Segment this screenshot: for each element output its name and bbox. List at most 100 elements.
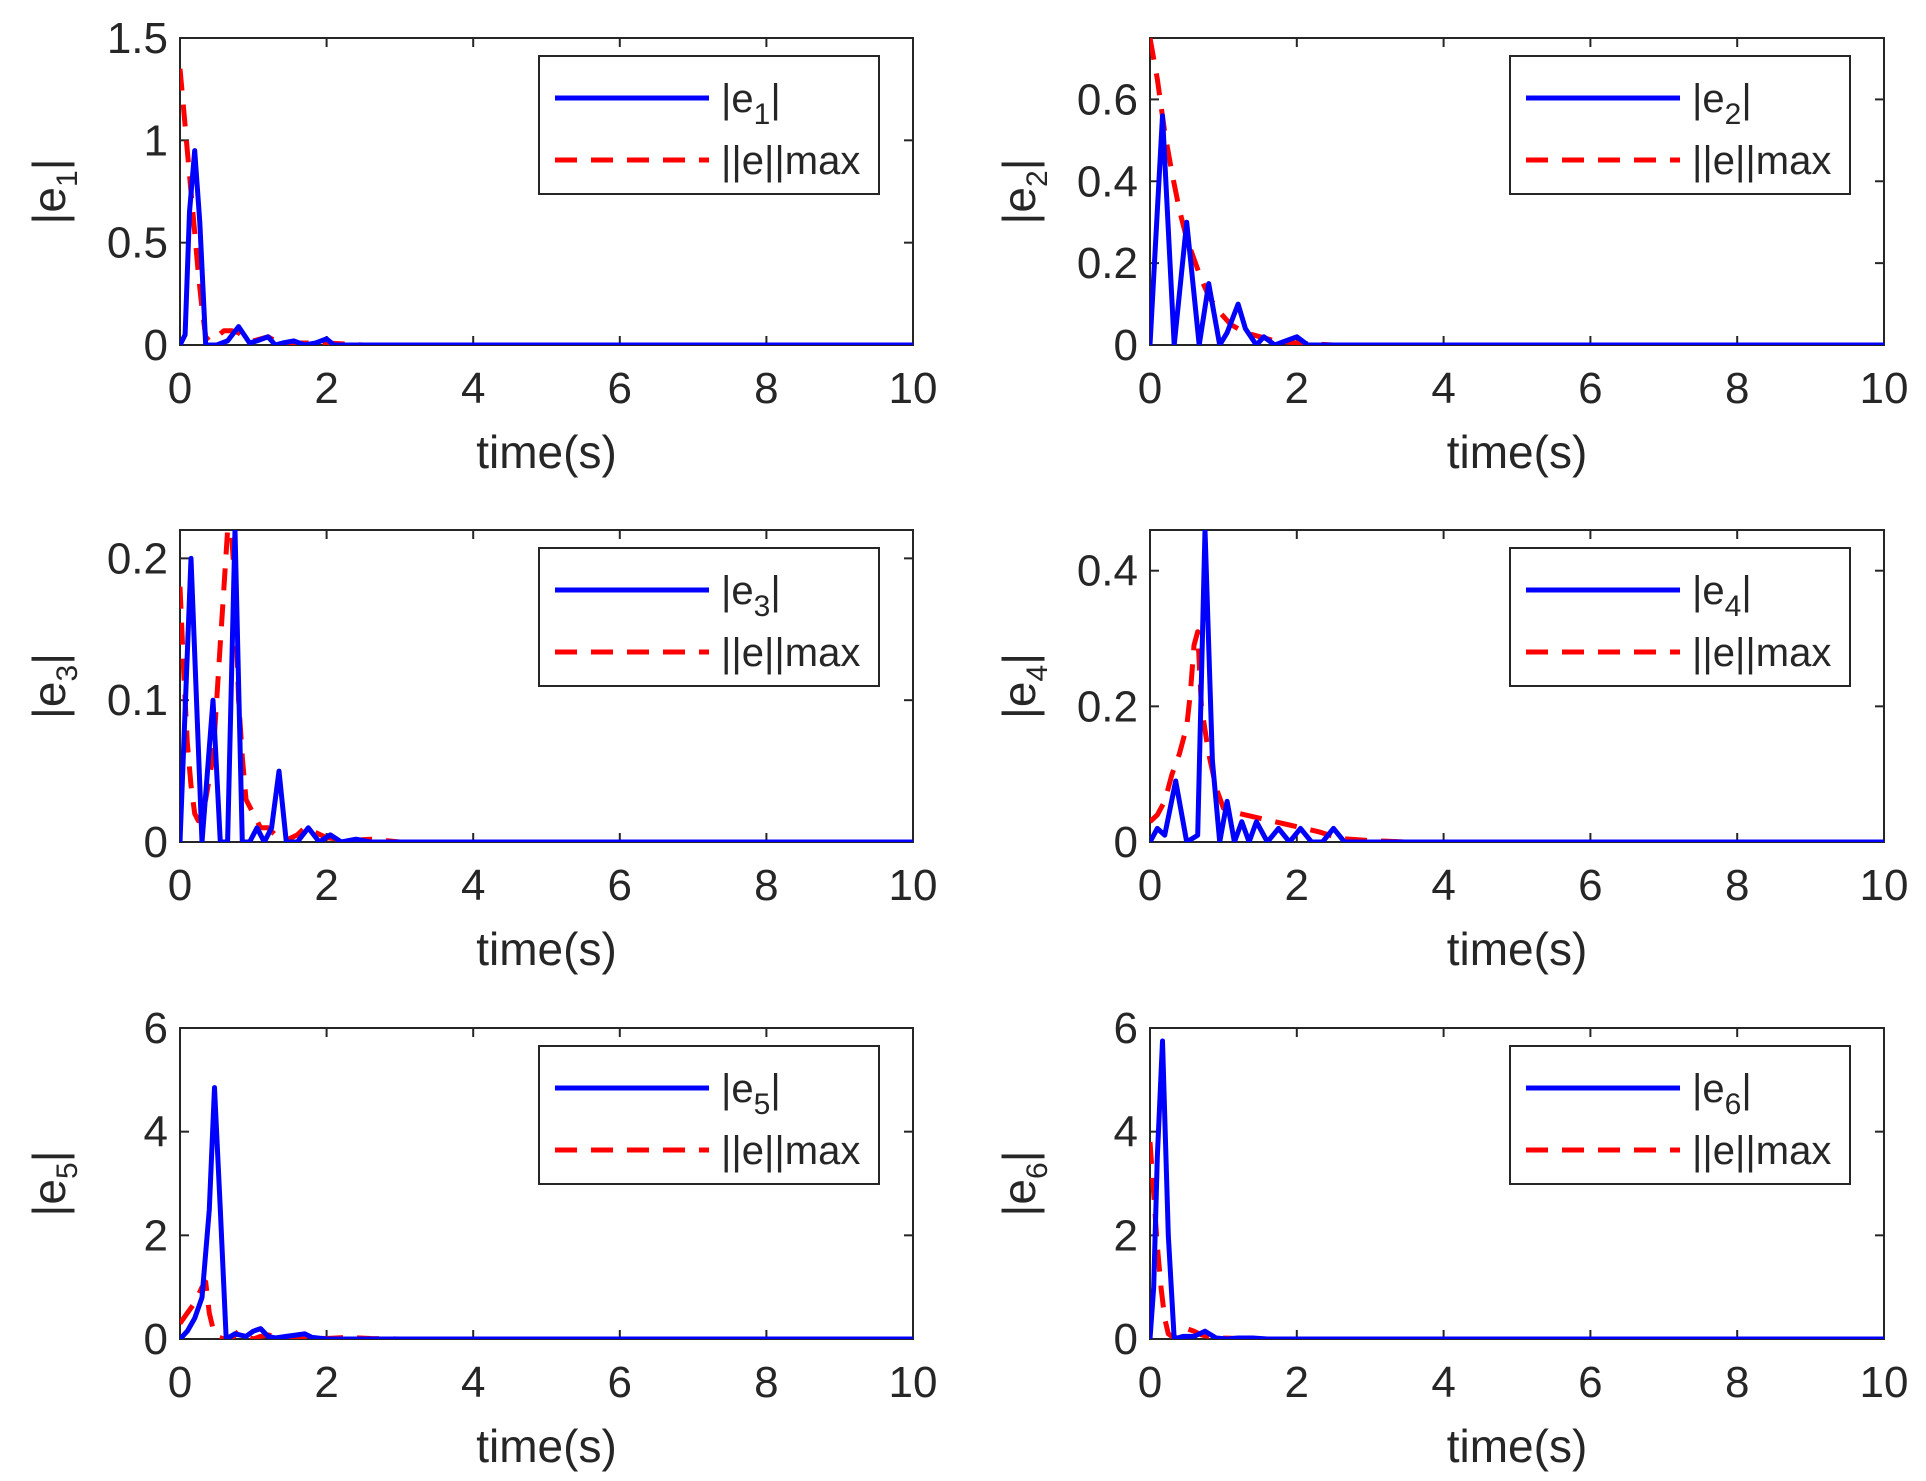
legend-label-sub: 4	[1725, 590, 1742, 623]
y-axis-label-text: |e2|	[993, 158, 1054, 224]
x-tick-label: 4	[461, 364, 485, 413]
x-tick-label: 0	[1138, 861, 1162, 910]
x-tick-label: 8	[1725, 364, 1749, 413]
legend-box	[1509, 1045, 1851, 1185]
y-tick-label: 0	[1114, 321, 1138, 370]
x-tick-label: 0	[168, 1358, 192, 1407]
series-line-error	[1150, 113, 1884, 345]
y-axis-label-text: |e1|	[23, 158, 84, 224]
y-axis-label-text-sub: 1	[51, 170, 84, 187]
legend-label: |e1|	[721, 77, 781, 131]
y-tick-label: 6	[1114, 1004, 1138, 1053]
x-tick-label: 0	[168, 364, 192, 413]
y-axis-label-text: |e3|	[23, 653, 84, 719]
x-tick-label: 6	[608, 364, 632, 413]
y-tick-label: 1.5	[107, 14, 168, 63]
y-axis-label-text-base: |e	[993, 187, 1045, 225]
legend-label-tail: |	[770, 77, 780, 121]
series-line-max	[1150, 629, 1884, 842]
x-axis-label: time(s)	[476, 923, 617, 975]
x-tick-label: 2	[1285, 1358, 1309, 1407]
y-tick-label: 0.2	[107, 534, 168, 583]
y-tick-label: 0	[1114, 818, 1138, 867]
legend-label-sub: 6	[1725, 1088, 1742, 1121]
y-tick-label: 0.4	[1077, 547, 1138, 596]
series-line-error	[1150, 530, 1884, 842]
y-axis-label-text-sub: 6	[1021, 1162, 1054, 1179]
x-tick-label: 10	[1860, 364, 1909, 413]
legend-label-base: |e	[721, 1067, 754, 1111]
legend-label: |e5|	[721, 1067, 781, 1121]
x-tick-label: 4	[1431, 364, 1455, 413]
x-tick-label: 6	[1578, 1358, 1602, 1407]
legend-label: ||e||max	[721, 1129, 860, 1173]
y-tick-label: 0.2	[1077, 239, 1138, 288]
x-tick-label: 4	[461, 861, 485, 910]
legend: |e3| ||e||max	[538, 547, 880, 687]
y-axis-label-text-sub: 5	[51, 1162, 84, 1179]
legend-label: |e6|	[1692, 1067, 1752, 1121]
x-axis-label: time(s)	[476, 1420, 617, 1472]
y-axis-label-text-base: |e	[23, 1179, 75, 1217]
series-line-error	[1150, 1038, 1884, 1339]
x-tick-label: 2	[1285, 364, 1309, 413]
legend-label-tail: |	[770, 1067, 780, 1111]
x-axis-label: time(s)	[476, 426, 617, 478]
legend-label-tail: |	[1741, 1067, 1751, 1111]
y-tick-label: 0.5	[107, 219, 168, 268]
legend: |e4| ||e||max	[1509, 547, 1851, 687]
y-axis-label-text-tail: |	[23, 158, 75, 170]
y-tick-label: 0.4	[1077, 157, 1138, 206]
series-line-error	[180, 530, 913, 842]
legend-label: |e3|	[721, 569, 781, 623]
legend: |e6| ||e||max	[1509, 1045, 1851, 1185]
legend-label-base: |e	[1692, 77, 1725, 121]
y-axis-label-text-sub: 4	[1021, 665, 1054, 682]
x-tick-label: 0	[1138, 364, 1162, 413]
y-axis-label-text-tail: |	[993, 653, 1045, 665]
x-tick-label: 10	[1860, 1358, 1909, 1407]
legend-label-tail: |	[1741, 569, 1751, 613]
y-tick-label: 0	[144, 818, 168, 867]
y-axis-label-text-base: |e	[23, 187, 75, 225]
x-tick-label: 10	[1860, 861, 1909, 910]
legend-label: |e4|	[1692, 569, 1752, 623]
y-axis-label-text-base: |e	[993, 1179, 1045, 1217]
legend-label: |e2|	[1692, 77, 1752, 131]
y-tick-label: 4	[1114, 1108, 1138, 1157]
y-tick-label: 0.2	[1077, 682, 1138, 731]
x-tick-label: 8	[754, 861, 778, 910]
legend-box	[538, 1045, 880, 1185]
x-tick-label: 6	[608, 861, 632, 910]
x-tick-label: 6	[1578, 861, 1602, 910]
y-axis-label-text: |e4|	[993, 653, 1054, 719]
legend-box	[1509, 547, 1851, 687]
legend-label-tail: |	[770, 569, 780, 613]
y-axis-label: |e1|	[23, 158, 84, 224]
x-tick-label: 2	[1285, 861, 1309, 910]
x-tick-label: 0	[1138, 1358, 1162, 1407]
legend-label: ||e||max	[721, 631, 860, 675]
y-axis-label-text-tail: |	[23, 653, 75, 665]
y-axis-label-text: |e6|	[993, 1150, 1054, 1216]
legend-label-sub: 2	[1725, 98, 1742, 131]
legend-label: ||e||max	[1692, 139, 1831, 183]
y-tick-label: 2	[144, 1211, 168, 1260]
x-tick-label: 8	[754, 364, 778, 413]
legend: |e5| ||e||max	[538, 1045, 880, 1185]
legend-box	[538, 55, 880, 195]
legend-label: ||e||max	[1692, 631, 1831, 675]
x-tick-label: 2	[314, 1358, 338, 1407]
x-axis-label: time(s)	[1447, 923, 1588, 975]
y-axis-label: |e4|	[993, 653, 1054, 719]
x-tick-label: 6	[1578, 364, 1602, 413]
legend-label-tail: |	[1741, 77, 1751, 121]
legend: |e1| ||e||max	[538, 55, 880, 195]
y-axis-label-text-base: |e	[23, 682, 75, 720]
y-tick-label: 0	[144, 321, 168, 370]
